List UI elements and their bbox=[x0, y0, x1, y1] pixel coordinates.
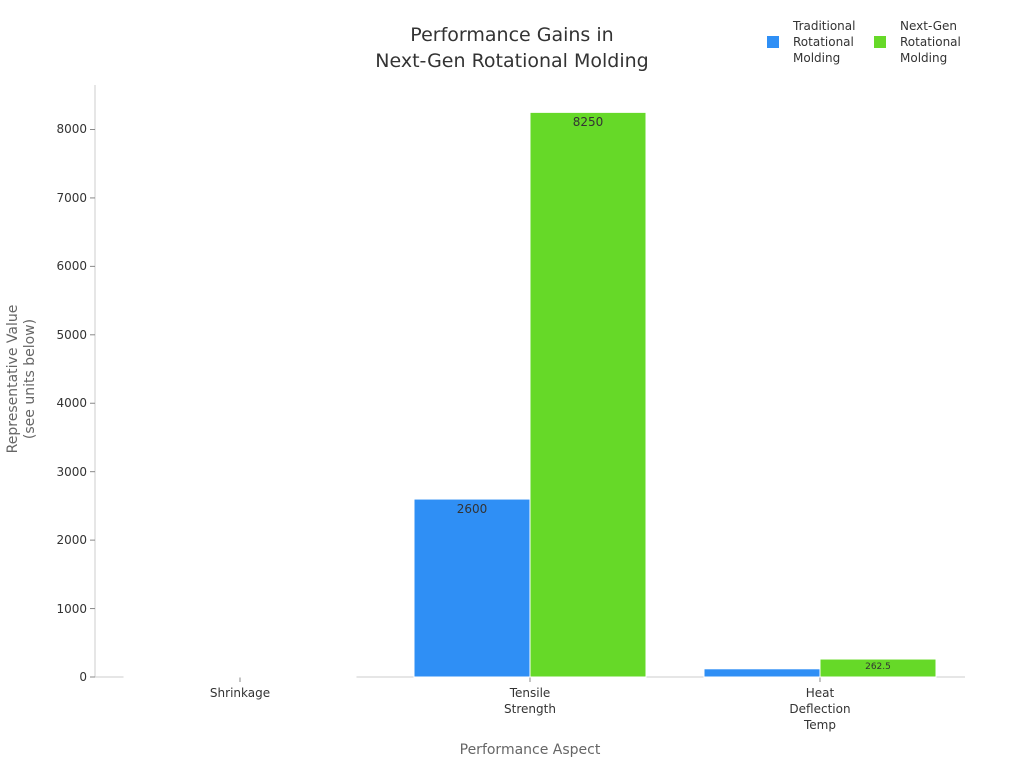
bar bbox=[413, 498, 531, 678]
y-tick-label: 4000 bbox=[56, 396, 87, 411]
legend-label[interactable]: Next-Gen Rotational Molding bbox=[900, 19, 961, 65]
y-tick-label: 0 bbox=[79, 670, 87, 684]
y-axis-title: Representative Value (see units below) bbox=[5, 304, 38, 454]
data-label: 2600 bbox=[456, 502, 488, 517]
y-tick-label: 1000 bbox=[56, 601, 87, 616]
x-tick-label: Heat Deflection Temp bbox=[789, 686, 851, 732]
bar bbox=[529, 111, 647, 678]
x-axis-title: Performance Aspect bbox=[459, 742, 601, 758]
y-tick-label: 8000 bbox=[56, 122, 87, 137]
legend-swatch bbox=[874, 36, 886, 48]
bar bbox=[703, 668, 821, 678]
y-tick-label: 5000 bbox=[56, 327, 87, 342]
chart-title: Performance Gains in Next-Gen Rotational… bbox=[375, 24, 649, 72]
x-tick-label: Tensile Strength bbox=[504, 686, 556, 716]
legend-swatch bbox=[767, 36, 779, 48]
y-tick-label: 7000 bbox=[56, 190, 87, 205]
data-label: 8250 bbox=[572, 115, 604, 130]
legend-label[interactable]: Traditional Rotational Molding bbox=[793, 19, 856, 65]
y-tick-label: 6000 bbox=[56, 259, 87, 274]
data-label: 262.5 bbox=[865, 662, 891, 673]
x-tick-label: Shrinkage bbox=[209, 686, 271, 700]
y-tick-label: 2000 bbox=[56, 533, 87, 548]
bar bbox=[819, 658, 937, 678]
y-tick-label: 3000 bbox=[56, 464, 87, 479]
